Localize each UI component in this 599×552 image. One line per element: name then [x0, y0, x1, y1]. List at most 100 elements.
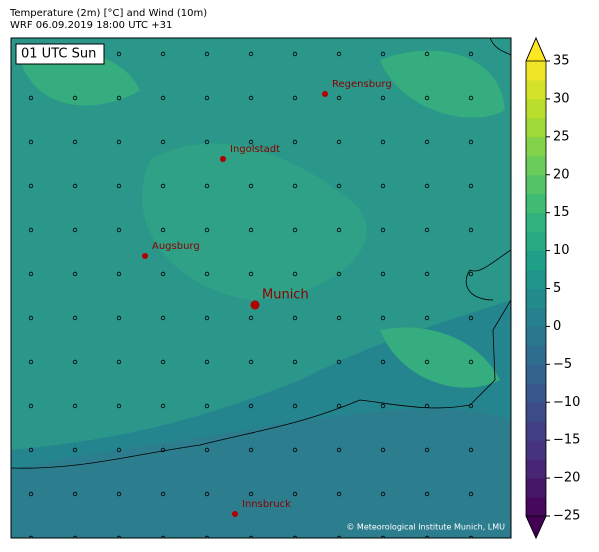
- wind-point: [204, 359, 210, 365]
- wind-point: [513, 404, 517, 408]
- wind-point: [28, 139, 34, 145]
- wind-point: [28, 315, 34, 321]
- wind-point: [380, 491, 386, 497]
- wind-point: [513, 272, 517, 276]
- color-step: [526, 231, 546, 252]
- city-marker: [250, 300, 260, 310]
- wind-point: [380, 95, 386, 101]
- tick-label: −15: [553, 433, 580, 448]
- wind-point: [513, 492, 517, 496]
- wind-point: [380, 227, 386, 233]
- wind-point: [468, 315, 474, 321]
- wind-point: [336, 359, 342, 365]
- wind-point: [292, 227, 298, 233]
- wind-point: [292, 491, 298, 497]
- color-step: [526, 478, 546, 498]
- wind-point: [72, 227, 78, 233]
- wind-point: [116, 51, 122, 57]
- color-step: [526, 402, 546, 422]
- color-step: [526, 364, 546, 384]
- wind-point: [380, 447, 386, 453]
- wind-point: [513, 360, 517, 364]
- wind-point: [292, 183, 298, 189]
- city-marker: [142, 253, 148, 259]
- color-step: [526, 288, 546, 308]
- color-step: [526, 61, 546, 81]
- border: [465, 249, 511, 301]
- wind-point: [28, 95, 34, 101]
- wind-point: [424, 535, 430, 538]
- wind-point: [336, 535, 342, 538]
- wind-point: [248, 95, 254, 101]
- wind-point: [424, 447, 430, 453]
- wind-point: [204, 447, 210, 453]
- wind-point: [424, 315, 430, 321]
- wind-point: [336, 403, 342, 409]
- wind-point: [160, 403, 166, 409]
- wind-point: [160, 95, 166, 101]
- city-label: Ingolstadt: [230, 144, 280, 155]
- wind-point: [248, 535, 254, 538]
- wind-point: [204, 227, 210, 233]
- wind-point: [116, 403, 122, 409]
- wind-point: [248, 491, 254, 497]
- extend-bottom: [525, 515, 547, 539]
- wind-point: [248, 51, 254, 57]
- title: Temperature (2m) [°C] and Wind (10m): [9, 8, 207, 19]
- wind-point: [160, 535, 166, 538]
- wind-point: [28, 359, 34, 365]
- colorbar: −25 −20 −15 −10 −5 0 5 10 15 20 25 30 35: [525, 36, 580, 539]
- tick-label: −20: [553, 471, 580, 486]
- wind-point: [116, 535, 122, 538]
- wind-point: [292, 403, 298, 409]
- color-step: [526, 212, 546, 233]
- tick-label: 0: [553, 319, 561, 334]
- wind-point: [336, 227, 342, 233]
- city-marker: [322, 91, 328, 97]
- wind-point: [160, 359, 166, 365]
- wind-point: [468, 359, 474, 365]
- wind-point: [28, 403, 34, 409]
- color-step: [526, 193, 546, 214]
- wind-point: [204, 535, 210, 538]
- wind-point: [72, 447, 78, 453]
- wind-point: [424, 403, 430, 409]
- field-cool: [11, 408, 511, 538]
- map-frame: [10, 37, 512, 539]
- tick-label: −10: [553, 395, 580, 410]
- color-step: [526, 136, 546, 157]
- wind-point: [380, 359, 386, 365]
- color-step: [526, 421, 546, 441]
- tick-label: 30: [553, 91, 570, 106]
- wind-point: [468, 95, 474, 101]
- wind-point: [116, 447, 122, 453]
- wind-point: [248, 315, 254, 321]
- wind-point: [468, 139, 474, 145]
- tick-label: 20: [553, 167, 570, 182]
- wind-point: [204, 95, 210, 101]
- wind-point: [336, 315, 342, 321]
- wind-point: [72, 183, 78, 189]
- color-step: [526, 345, 546, 365]
- wind-point: [248, 447, 254, 453]
- wind-point: [380, 315, 386, 321]
- wind-point: [72, 95, 78, 101]
- wind-point: [468, 491, 474, 497]
- wind-point: [248, 403, 254, 409]
- tick-label: −5: [553, 357, 572, 372]
- wind-point: [336, 51, 342, 57]
- wind-point: [160, 51, 166, 57]
- wind-point: [160, 271, 166, 277]
- color-step: [526, 269, 546, 289]
- wind-point: [116, 139, 122, 145]
- wind-point: [72, 491, 78, 497]
- wind-point: [292, 359, 298, 365]
- wind-point: [28, 447, 34, 453]
- wind-point: [424, 183, 430, 189]
- color-step: [526, 440, 546, 460]
- wind-point: [380, 183, 386, 189]
- wind-point: [424, 491, 430, 497]
- wind-point: [424, 227, 430, 233]
- wind-point: [248, 183, 254, 189]
